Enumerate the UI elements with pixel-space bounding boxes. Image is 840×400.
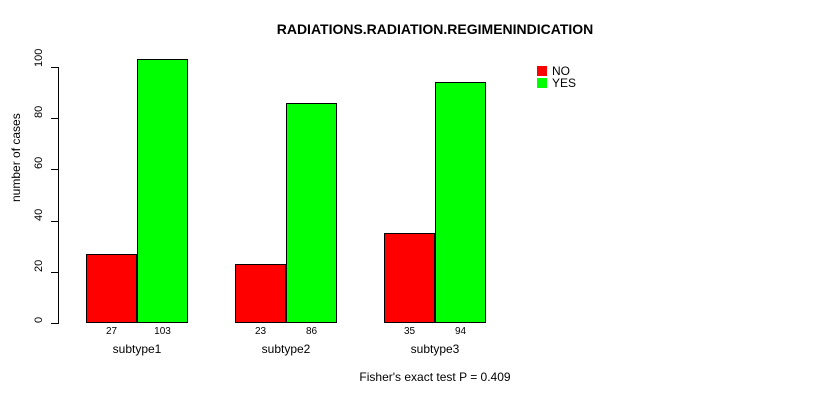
y-axis-line xyxy=(58,67,59,324)
category-label-subtype3: subtype3 xyxy=(410,342,460,356)
y-tick-mark xyxy=(51,221,58,222)
bar-value-label: 35 xyxy=(403,326,416,337)
y-tick-mark xyxy=(51,272,58,273)
category-label-subtype2: subtype2 xyxy=(261,342,311,356)
y-tick-mark xyxy=(51,323,58,324)
legend-label-yes: YES xyxy=(552,76,577,90)
legend-label-no: NO xyxy=(552,64,570,78)
bar-value-label: 103 xyxy=(154,326,171,337)
footnote: Fisher's exact test P = 0.409 xyxy=(359,370,511,384)
bar-value-label: 94 xyxy=(454,326,467,337)
bar-no-subtype2 xyxy=(235,264,286,323)
bar-yes-subtype2 xyxy=(286,103,337,323)
bar-yes-subtype1 xyxy=(137,59,188,323)
bar-value-label: 23 xyxy=(254,326,267,337)
category-label-subtype1: subtype1 xyxy=(112,342,162,356)
chart-title: RADIATIONS.RADIATION.REGIMENINDICATION xyxy=(276,21,594,37)
bar-no-subtype1 xyxy=(86,254,137,323)
legend-swatch-no xyxy=(537,66,547,76)
bar-yes-subtype3 xyxy=(435,82,486,323)
legend-swatch-yes xyxy=(537,78,547,88)
y-tick-mark xyxy=(51,118,58,119)
bar-value-label: 27 xyxy=(105,326,118,337)
bar-value-label: 86 xyxy=(305,326,318,337)
y-tick-mark xyxy=(51,67,58,68)
y-tick-mark xyxy=(51,169,58,170)
bar-no-subtype3 xyxy=(384,233,435,323)
